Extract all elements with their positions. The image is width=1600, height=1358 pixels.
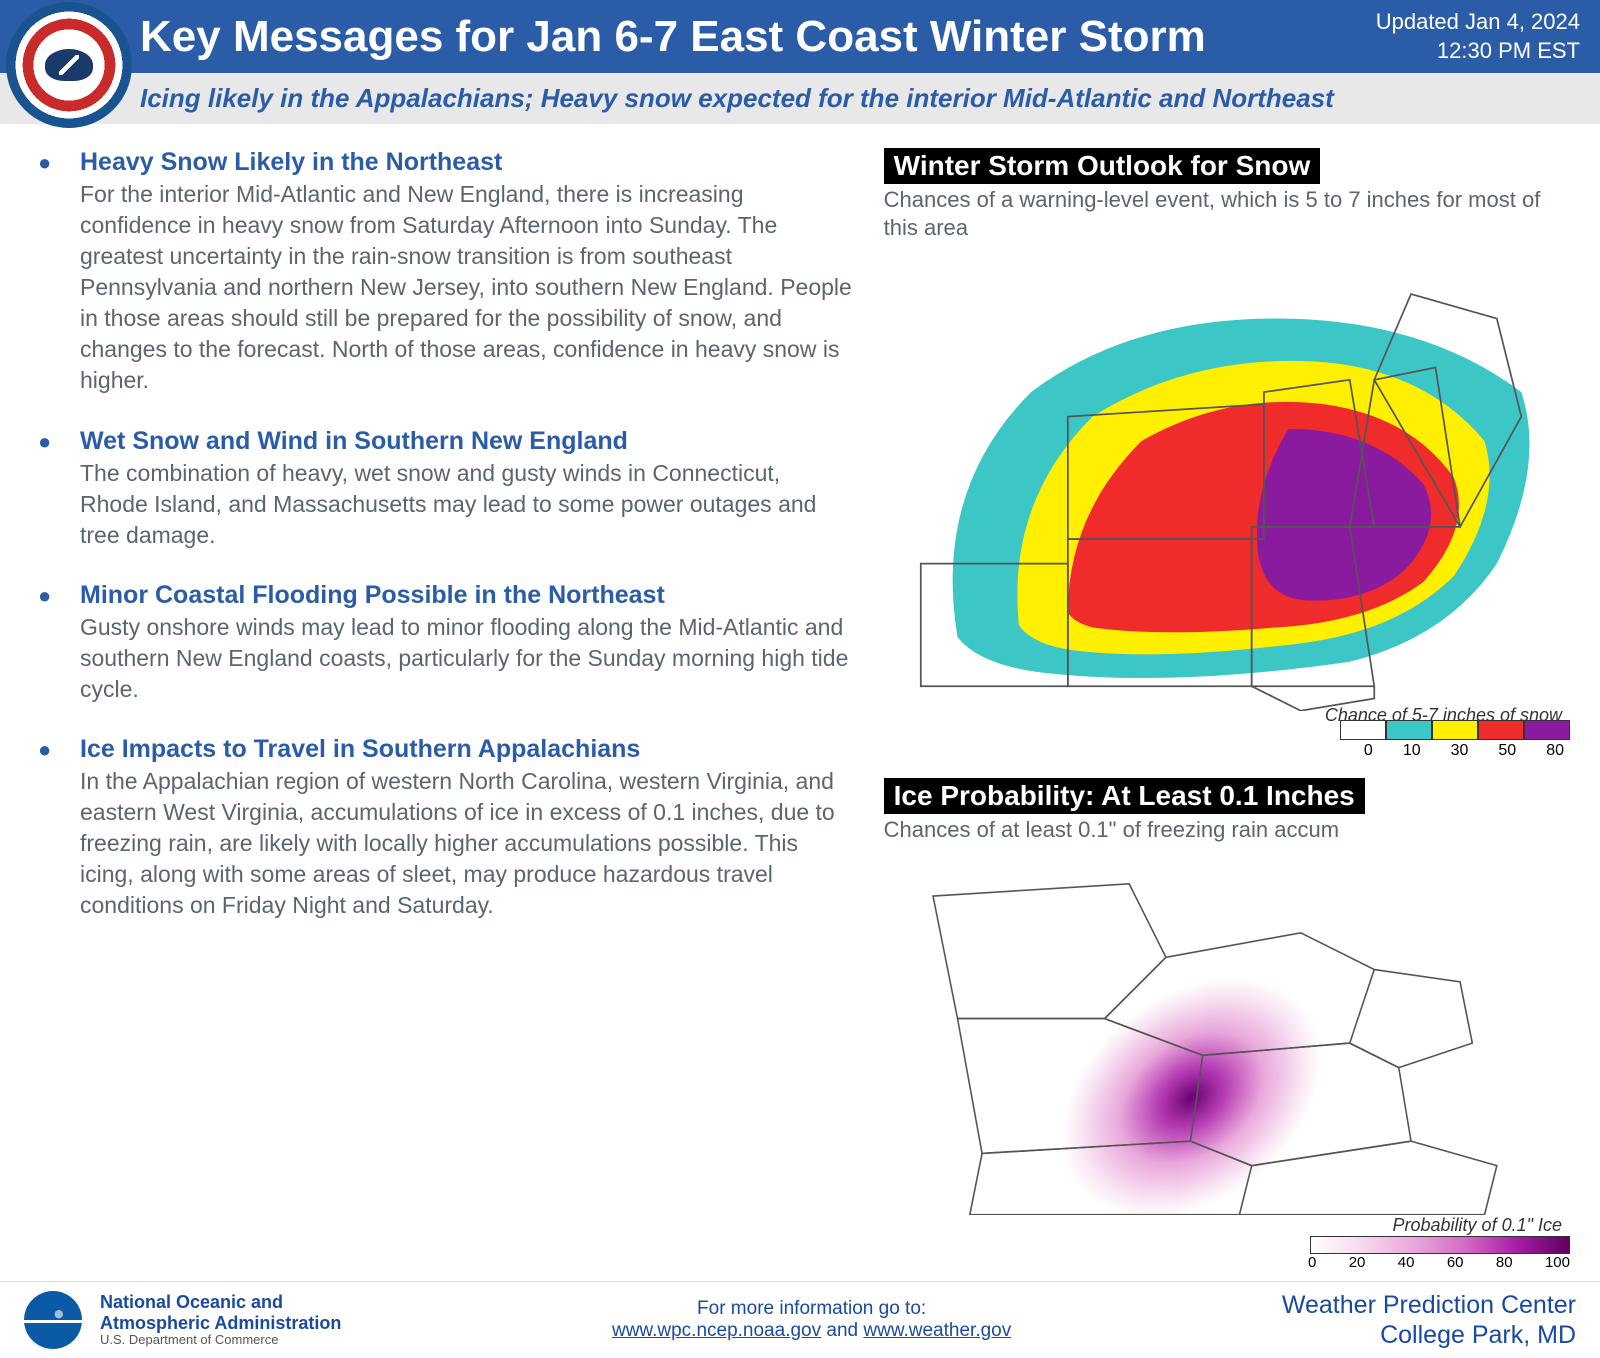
footer-org: National Oceanic and Atmospheric Adminis… (100, 1292, 341, 1348)
bullet-body: In the Appalachian region of western Nor… (80, 766, 854, 921)
org-name-2: Atmospheric Administration (100, 1313, 341, 1334)
bullet-heading: Minor Coastal Flooding Possible in the N… (80, 581, 854, 610)
ice-legend-label: Probability of 0.1" Ice (1393, 1215, 1562, 1235)
footer-source: Weather Prediction Center College Park, … (1282, 1290, 1576, 1350)
org-dept: U.S. Department of Commerce (100, 1333, 341, 1348)
snow-outlook-block: Winter Storm Outlook for Snow Chances of… (884, 148, 1570, 760)
main-content: Heavy Snow Likely in the Northeast For t… (0, 124, 1600, 1281)
updated-time: 12:30 PM EST (1376, 37, 1580, 66)
footer-bar: National Oceanic and Atmospheric Adminis… (0, 1281, 1600, 1358)
sub-heading: Icing likely in the Appalachians; Heavy … (0, 73, 1600, 124)
updated-date: Updated Jan 4, 2024 (1376, 8, 1580, 37)
snow-map-subtitle: Chances of a warning-level event, which … (884, 186, 1570, 241)
ice-map-graphic (884, 847, 1570, 1215)
key-messages-column: Heavy Snow Likely in the Northeast For t… (30, 148, 854, 1271)
org-name-1: National Oceanic and (100, 1292, 341, 1313)
link-wpc[interactable]: www.wpc.ncep.noaa.gov (612, 1320, 821, 1341)
ice-legend-gradient (884, 1236, 1570, 1254)
link-joiner: and (821, 1320, 863, 1341)
bullet-item: Ice Impacts to Travel in Southern Appala… (30, 735, 854, 921)
source-line-1: Weather Prediction Center (1282, 1290, 1576, 1320)
bullet-heading: Ice Impacts to Travel in Southern Appala… (80, 735, 854, 764)
ice-map-subtitle: Chances of at least 0.1" of freezing rai… (884, 816, 1570, 844)
page-title: Key Messages for Jan 6-7 East Coast Wint… (140, 12, 1376, 62)
info-prefix: For more information go to: (359, 1298, 1264, 1320)
header-bar: Key Messages for Jan 6-7 East Coast Wint… (0, 0, 1600, 73)
bullet-heading: Wet Snow and Wind in Southern New Englan… (80, 427, 854, 456)
ice-map-title: Ice Probability: At Least 0.1 Inches (884, 778, 1365, 814)
bullet-item: Wet Snow and Wind in Southern New Englan… (30, 427, 854, 551)
bullet-heading: Heavy Snow Likely in the Northeast (80, 148, 854, 177)
bullet-body: The combination of heavy, wet snow and g… (80, 458, 854, 551)
source-line-2: College Park, MD (1282, 1320, 1576, 1350)
noaa-logo-icon (24, 1291, 82, 1349)
updated-timestamp: Updated Jan 4, 2024 12:30 PM EST (1376, 8, 1580, 65)
bullet-body: Gusty onshore winds may lead to minor fl… (80, 612, 854, 705)
nws-logo (6, 2, 132, 128)
snow-map-graphic (884, 245, 1570, 711)
bullet-body: For the interior Mid-Atlantic and New En… (80, 179, 854, 396)
maps-column: Winter Storm Outlook for Snow Chances of… (884, 148, 1570, 1271)
link-weather-gov[interactable]: www.weather.gov (863, 1320, 1011, 1341)
snow-legend-ticks: 0 10 30 50 80 (884, 742, 1570, 760)
bullet-item: Minor Coastal Flooding Possible in the N… (30, 581, 854, 705)
snow-map-title: Winter Storm Outlook for Snow (884, 148, 1321, 184)
ice-legend-ticks: 0 20 40 60 80 100 (1308, 1254, 1570, 1271)
ice-probability-block: Ice Probability: At Least 0.1 Inches Cha… (884, 778, 1570, 1271)
bullet-item: Heavy Snow Likely in the Northeast For t… (30, 148, 854, 396)
footer-links: For more information go to: www.wpc.ncep… (359, 1298, 1264, 1342)
